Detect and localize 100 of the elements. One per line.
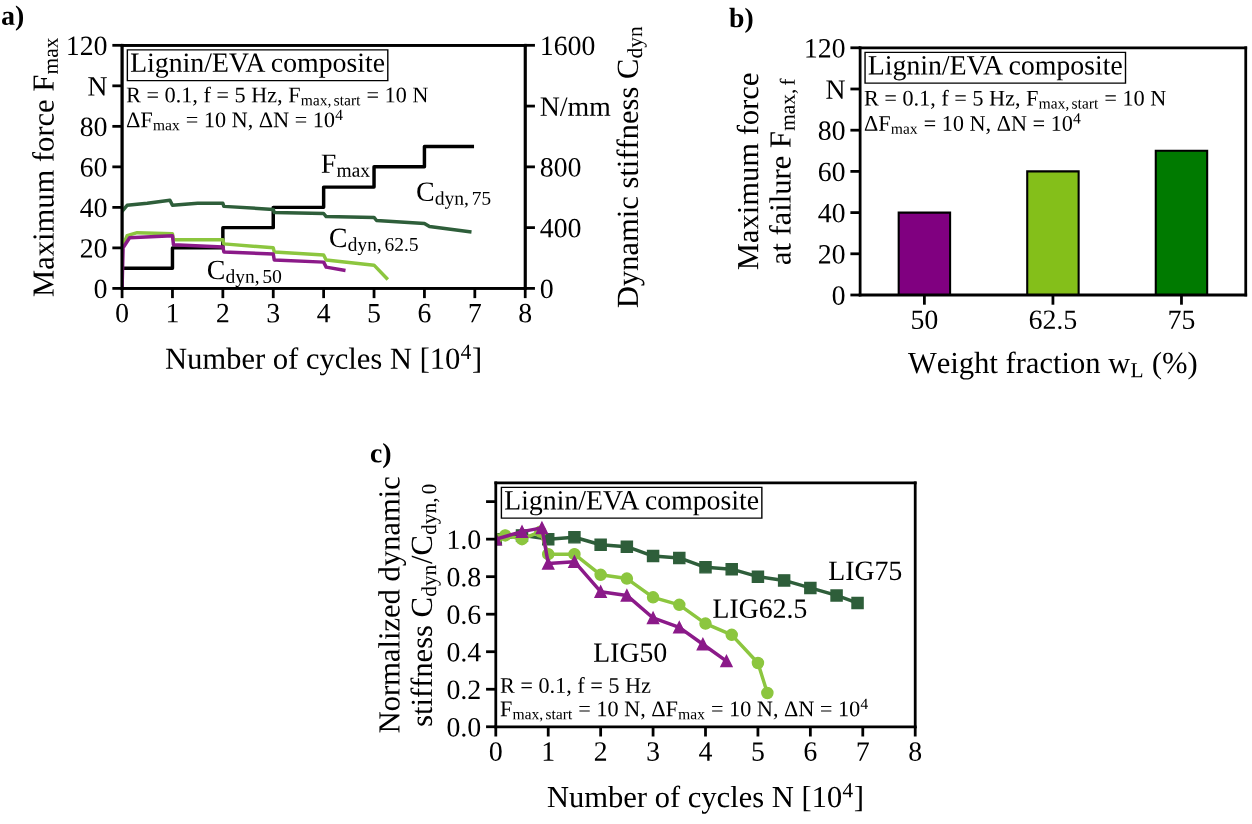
- point: [620, 589, 634, 602]
- y-axis-title: Normalized dynamic stiffness C$_{dyn}$/C$_{dyn,0}$: [378, 477, 441, 733]
- annotation: ΔF$_{max}$ = 10 N, ΔN = 10$^{4}$: [126, 109, 343, 131]
- point: [720, 654, 733, 668]
- annotation: Lignin/EVA composite: [504, 490, 759, 516]
- x-axis-title: Number of cycles N [10$^{4}$]: [547, 783, 862, 814]
- y-tick-label: 0: [94, 279, 107, 299]
- x-tick-label: 7: [857, 742, 869, 761]
- y-tick-label: 20: [818, 244, 845, 264]
- x-tick-label: 0: [489, 742, 502, 761]
- y-tick-label: 40: [80, 198, 107, 218]
- y-tick-label: 0: [832, 286, 845, 305]
- x-tick-label: 50: [912, 310, 938, 330]
- y-tick-label: 0.4: [447, 642, 481, 662]
- point: [515, 525, 529, 538]
- point: [673, 551, 686, 565]
- point: [725, 562, 738, 576]
- point: [751, 570, 765, 583]
- annotation: ΔF$_{max}$ = 10 N, ΔN = 10$^{4}$: [864, 113, 1081, 135]
- point: [541, 557, 555, 570]
- y-axis-title: Maximum force F$_{max}$: [32, 37, 58, 297]
- y-tick-label: N: [826, 80, 845, 99]
- y-tick-label: 80: [80, 117, 107, 137]
- point: [594, 568, 607, 582]
- x-tick-label: 6: [418, 303, 431, 323]
- point: [646, 611, 660, 625]
- y2-tick-label: 0: [540, 279, 553, 299]
- x-tick-label: 2: [594, 742, 607, 761]
- x-tick-label: 75: [1169, 310, 1195, 330]
- chart-title: b): [729, 7, 753, 33]
- point: [699, 617, 712, 630]
- series-label: C$_{dyn,62.5}$: [330, 228, 418, 256]
- x-tick-label: 5: [752, 742, 764, 761]
- point: [594, 585, 607, 598]
- annotation: Lignin/EVA composite: [868, 56, 1122, 81]
- x-tick-label: 4: [317, 303, 331, 323]
- y-tick-label: 1.0: [448, 530, 481, 550]
- point: [673, 598, 686, 612]
- x-tick-label: 8: [909, 742, 922, 761]
- x-tick-label: 7: [469, 304, 481, 323]
- point: [673, 621, 686, 634]
- y2-tick-label: 400: [540, 218, 581, 238]
- y-tick-label: 120: [68, 36, 107, 56]
- point: [620, 572, 634, 585]
- point: [696, 637, 710, 651]
- series-label: LIG62.5: [713, 599, 807, 619]
- point: [568, 531, 581, 544]
- x-tick-label: 5: [368, 304, 380, 323]
- y-tick-label: 20: [80, 239, 107, 258]
- point: [594, 538, 607, 552]
- annotation: R = 0.1, f = 5 Hz, F$_{max,start}$ = 10 N: [126, 86, 428, 108]
- point: [568, 555, 581, 568]
- chart-title: c): [370, 443, 391, 469]
- x-tick-label: 6: [804, 742, 817, 761]
- point: [535, 521, 549, 535]
- point: [725, 628, 738, 642]
- point: [777, 574, 791, 587]
- point: [830, 589, 843, 602]
- y-tick-label: 40: [818, 203, 845, 223]
- y-axis-title: Maximum force at failure F$_{max,f}$: [736, 73, 798, 270]
- x-tick-label: 2: [217, 303, 229, 323]
- series-label: C$_{dyn,75}$: [417, 182, 491, 209]
- x-axis-title: Number of cycles N [10$^{4}$]: [165, 344, 480, 376]
- point: [646, 549, 660, 563]
- x-tick-label: 3: [647, 742, 659, 761]
- x-tick-label: 0: [116, 303, 128, 323]
- y2-tick-label: N/mm: [540, 97, 611, 116]
- x-tick-label: 1: [167, 303, 178, 323]
- x-tick-label: 62.5: [1029, 310, 1077, 330]
- point: [851, 596, 864, 610]
- point: [751, 656, 765, 670]
- series-label: F$_{max}$: [321, 154, 370, 177]
- point: [646, 591, 660, 604]
- x-tick-label: 8: [519, 303, 532, 323]
- series-label: LIG75: [829, 561, 902, 581]
- y-tick-label: 0.0: [447, 717, 481, 737]
- annotation: R = 0.1, f = 5 Hz, F$_{max,start}$ = 10 N: [864, 89, 1166, 111]
- annotation: F$_{max,start}$ = 10 N, ΔF$_{max}$ = 10 N, ΔN = 10$^{4}$: [500, 698, 868, 722]
- y-tick-label: 60: [80, 158, 107, 177]
- point: [620, 540, 634, 553]
- annotation: R = 0.1, f = 5 Hz: [500, 677, 651, 697]
- point: [804, 581, 817, 595]
- x-tick-label: 4: [699, 742, 713, 761]
- y-tick-label: 0.2: [447, 680, 480, 700]
- y2-tick-label: 1600: [542, 36, 595, 56]
- y-tick-label: 0.6: [447, 605, 481, 625]
- x-axis-title: Weight fraction w$_{L}$ (%): [907, 351, 1197, 380]
- annotation: Lignin/EVA composite: [130, 53, 385, 78]
- y-tick-label: 80: [818, 121, 845, 141]
- x-tick-label: 1: [543, 742, 554, 761]
- chart-title: a): [2, 5, 24, 31]
- x-tick-label: 3: [267, 303, 280, 323]
- point: [761, 686, 774, 700]
- y-tick-label: 120: [806, 38, 845, 58]
- y-tick-label: 60: [818, 162, 845, 182]
- point: [699, 561, 712, 574]
- series-label: LIG50: [593, 643, 667, 663]
- y2-tick-label: 800: [540, 158, 581, 177]
- y-tick-label: N: [88, 77, 107, 96]
- y2-axis-title: Dynamic stiffness C$_{dyn}$: [616, 26, 647, 308]
